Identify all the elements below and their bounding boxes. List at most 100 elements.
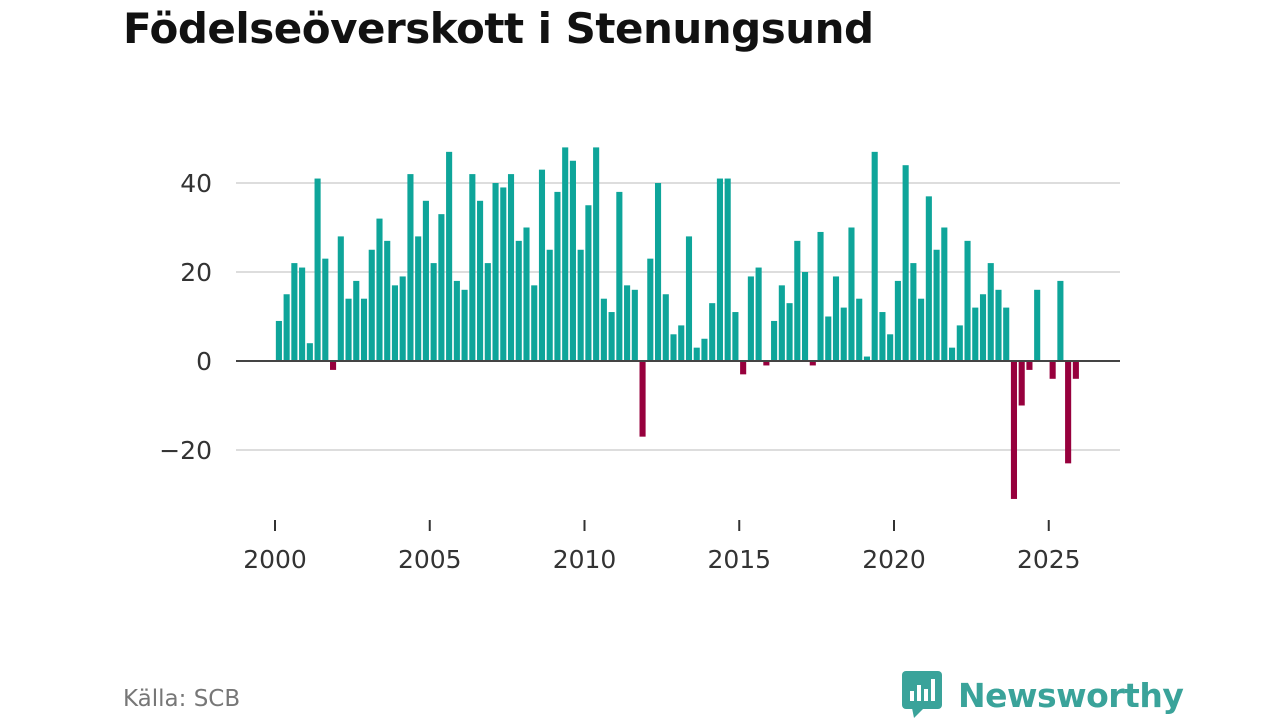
bar — [616, 191, 623, 361]
bar — [608, 312, 615, 361]
bar — [925, 196, 932, 361]
bar — [856, 298, 863, 361]
bar — [492, 183, 499, 361]
bar — [670, 334, 677, 361]
bar — [1034, 289, 1041, 361]
bar — [469, 174, 476, 361]
bar — [360, 298, 368, 361]
bar — [1010, 361, 1018, 499]
bar — [484, 263, 491, 361]
grid-lines — [236, 182, 1120, 451]
bar — [747, 276, 754, 361]
bar — [353, 280, 360, 361]
brand-logo[interactable]: Newsworthy — [902, 670, 1184, 720]
bar — [887, 334, 894, 361]
bar — [446, 151, 453, 361]
bar — [577, 249, 584, 361]
bar — [631, 289, 638, 361]
bar — [507, 174, 515, 361]
bar — [345, 298, 352, 361]
bar — [624, 285, 631, 361]
bar — [910, 263, 917, 361]
bar — [1049, 361, 1056, 379]
bar — [825, 316, 832, 361]
bar — [778, 285, 785, 361]
bar — [685, 236, 693, 361]
bar — [376, 218, 383, 361]
bar — [809, 361, 816, 366]
bar — [399, 276, 406, 361]
bar — [515, 240, 522, 361]
bar — [422, 200, 429, 361]
bar — [817, 231, 824, 361]
bar — [337, 236, 344, 361]
bars — [275, 147, 1079, 499]
bar — [384, 240, 391, 361]
bar — [848, 227, 855, 361]
bar — [786, 303, 793, 361]
bar — [956, 325, 963, 361]
bar — [987, 263, 994, 361]
brand-name: Newsworthy — [958, 675, 1184, 715]
bar — [538, 169, 546, 361]
bar — [569, 160, 576, 361]
bar — [879, 312, 886, 361]
bar — [902, 165, 909, 361]
bar — [709, 303, 716, 361]
axes: −20 0 20 40 2000 2005 2010 2015 2020 2025 — [159, 169, 1120, 574]
bar — [894, 280, 901, 361]
bar — [500, 187, 507, 361]
y-tick-label: 0 — [196, 347, 212, 376]
bar — [763, 361, 770, 366]
x-tick-label: 2010 — [553, 545, 617, 574]
bar — [368, 249, 375, 361]
y-tick-label: −20 — [159, 436, 212, 465]
bar — [771, 320, 778, 361]
bar — [291, 263, 298, 361]
bar — [639, 361, 646, 437]
x-tick-label: 2015 — [707, 545, 771, 574]
bar — [647, 258, 654, 361]
bar — [1018, 361, 1025, 406]
bar — [802, 272, 809, 361]
bar — [562, 147, 569, 361]
bar — [863, 356, 870, 361]
bar — [523, 227, 530, 361]
x-tick-label: 2020 — [862, 545, 926, 574]
bar — [407, 174, 414, 361]
source-note: Källa: SCB — [123, 686, 241, 712]
bar — [693, 347, 700, 361]
bar — [832, 276, 840, 361]
chart-title: Födelseöverskott i Stenungsund — [123, 4, 874, 53]
bar — [995, 289, 1002, 361]
y-tick-label: 20 — [180, 258, 212, 287]
bar — [477, 200, 484, 361]
bar — [546, 249, 553, 361]
bar — [979, 294, 987, 361]
bar — [283, 294, 290, 361]
bar — [593, 147, 600, 361]
bar — [1072, 361, 1079, 379]
bar — [1026, 361, 1033, 370]
bar — [654, 183, 662, 361]
bar — [275, 320, 282, 361]
bar — [941, 227, 948, 361]
bar — [662, 294, 669, 361]
bar — [585, 205, 592, 361]
bar — [531, 285, 538, 361]
bar — [918, 298, 925, 361]
bar — [701, 338, 708, 361]
bar — [755, 267, 762, 361]
bar — [461, 289, 468, 361]
bar — [453, 280, 460, 361]
bar — [438, 214, 445, 361]
bar — [391, 285, 399, 361]
bar — [322, 258, 329, 361]
x-tick-label: 2025 — [1017, 545, 1081, 574]
bar — [1065, 361, 1072, 464]
bar — [871, 151, 878, 361]
bar — [299, 267, 306, 361]
bar — [306, 343, 313, 361]
